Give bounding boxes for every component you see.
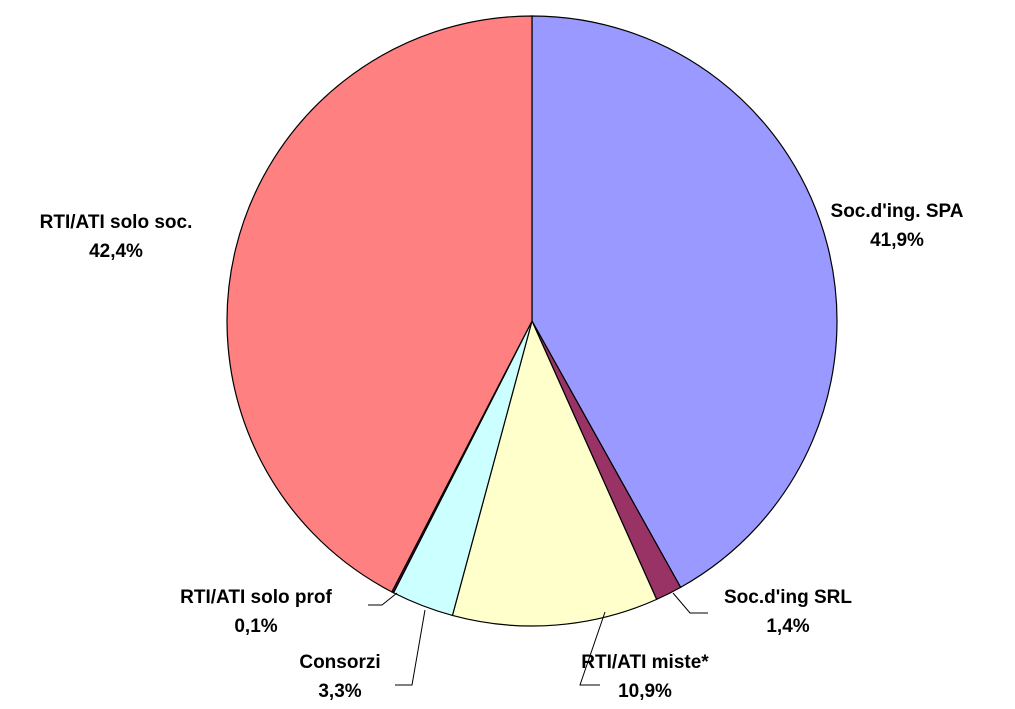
pie-slice-rti-ati-miste: [451, 319, 658, 627]
slice-value-rti-ati-miste: 10,9%: [618, 681, 672, 702]
slice-label-rti-ati-solo-prof: RTI/ATI solo prof: [180, 587, 332, 608]
leader-line-soc-d-ing-srl: [672, 592, 708, 614]
slice-value-rti-ati-solo-soc: 42,4%: [89, 241, 143, 262]
pie-slices: [226, 15, 838, 627]
slice-label-soc-d-ing-spa: Soc.d'ing. SPA: [831, 201, 964, 222]
pie-slice-soc-d-ing-spa: [531, 15, 838, 589]
slice-label-rti-ati-solo-soc: RTI/ATI solo soc.: [40, 212, 193, 233]
slice-value-consorzi: 3,3%: [318, 681, 361, 702]
slice-value-soc-d-ing-spa: 41,9%: [870, 230, 924, 251]
leader-line-rti-ati-miste: [579, 611, 606, 686]
slice-label-soc-d-ing-srl: Soc.d'ing SRL: [724, 587, 852, 608]
slice-labels: Soc.d'ing. SPA 41,9% Soc.d'ing SRL 1,4% RTI/…: [40, 201, 964, 702]
leader-line-consorzi: [395, 609, 426, 686]
slice-value-soc-d-ing-srl: 1,4%: [766, 616, 809, 637]
leader-lines: [368, 592, 708, 686]
slice-label-consorzi: Consorzi: [299, 652, 380, 673]
pie-slice-rti-ati-solo-soc: [226, 15, 533, 593]
leader-line-rti-ati-solo-prof: [368, 592, 398, 606]
slice-value-rti-ati-solo-prof: 0,1%: [234, 616, 277, 637]
slice-label-rti-ati-miste: RTI/ATI miste*: [581, 652, 709, 673]
